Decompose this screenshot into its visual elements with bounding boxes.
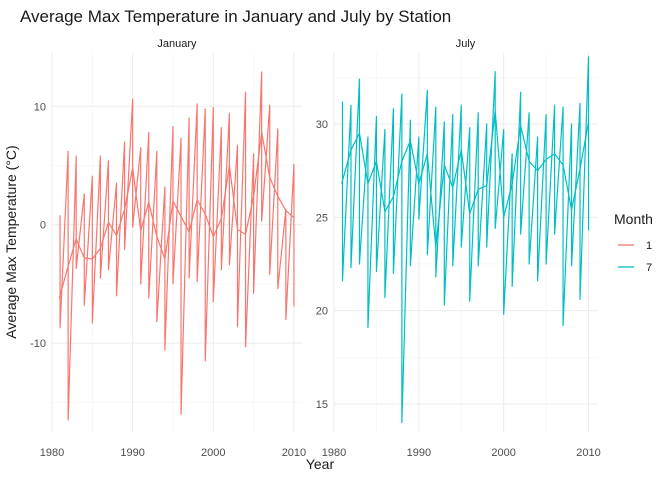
series-line-7-0 — [341, 56, 590, 424]
y-tick-label: 0 — [40, 220, 46, 232]
x-tick-label: 2010 — [282, 447, 306, 459]
y-tick-label: 30 — [316, 119, 328, 131]
x-tick-label: 2010 — [576, 447, 600, 459]
series-line-7-1 — [341, 110, 590, 248]
series-line-1-0 — [59, 71, 295, 421]
y-tick-label: -10 — [30, 338, 46, 350]
y-tick-label: 10 — [34, 101, 46, 113]
facet-panel-january: January 1980 1990 2000 2010 -10 0 10 — [30, 38, 306, 459]
x-tick-label: 1990 — [407, 447, 431, 459]
y-axis-title: Average Max Temperature (°C) — [3, 145, 19, 338]
x-axis-title: Year — [306, 456, 335, 472]
legend: Month 1 7 — [614, 211, 653, 274]
legend-title: Month — [614, 211, 653, 227]
x-tick-label: 2000 — [491, 447, 515, 459]
series-line-1-1 — [58, 131, 295, 299]
x-tick-label: 2000 — [201, 447, 225, 459]
y-tick-label: 25 — [316, 212, 328, 224]
y-tick-label: 15 — [316, 399, 328, 411]
legend-label-7: 7 — [646, 262, 652, 274]
x-tick-label: 1990 — [120, 447, 144, 459]
x-tick-label: 1980 — [40, 447, 64, 459]
x-tick-label: 1980 — [322, 447, 346, 459]
facet-strip-label: July — [456, 38, 476, 50]
chart-title: Average Max Temperature in January and J… — [20, 7, 451, 26]
facet-panel-july: July 1980 1990 2000 2010 15 20 25 30 — [316, 38, 601, 459]
facet-strip-label: January — [157, 38, 197, 50]
facet-panels: January 1980 1990 2000 2010 -10 0 10 July 1980 199… — [30, 38, 601, 459]
legend-label-1: 1 — [646, 240, 652, 252]
y-tick-label: 20 — [316, 306, 328, 318]
